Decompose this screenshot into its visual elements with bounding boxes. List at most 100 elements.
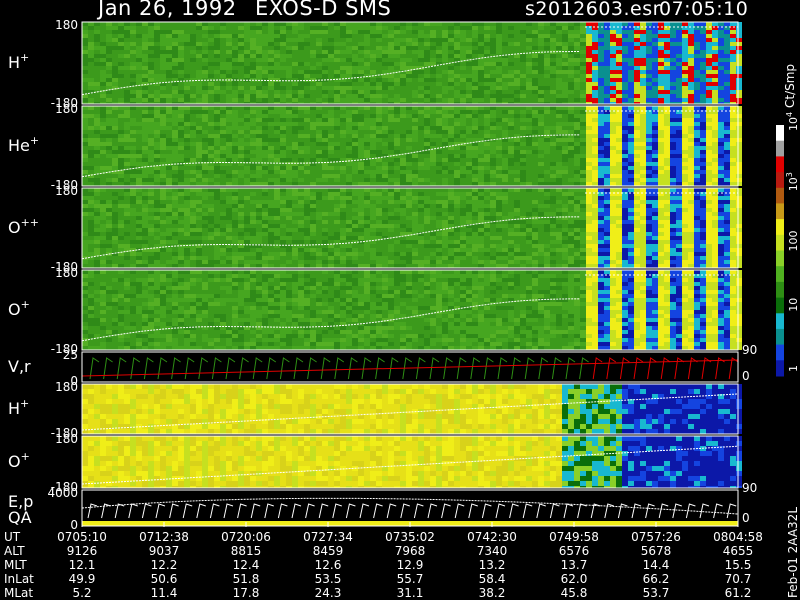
ephemeris-row-label: ALT xyxy=(4,544,25,558)
panel-label: V,r xyxy=(8,357,31,376)
ephemeris-cell: 38.2 xyxy=(478,586,506,600)
panel-label-sup: ++ xyxy=(21,216,39,229)
ephemeris-cell: 0804:58 xyxy=(713,530,763,544)
ephemeris-row-label: InLat xyxy=(4,572,34,586)
ephemeris-table: UT 0705:10 0712:38 0720:06 0727:34 0735:02 074… xyxy=(0,528,800,600)
y-tick-label: -180 xyxy=(51,480,78,494)
ephemeris-cell: 24.3 xyxy=(314,586,342,600)
ephemeris-row-ut: UT 0705:10 0712:38 0720:06 0727:34 0735:02 074… xyxy=(0,530,800,544)
ephemeris-cell: 0712:38 xyxy=(139,530,189,544)
header-time: 07:05:10 xyxy=(659,0,749,20)
y-tick-label: 0 xyxy=(70,374,78,388)
ephemeris-row-inlat: InLat 49.9 50.6 51.8 53.5 55.7 58.4 62.0 66.2 70.… xyxy=(0,572,800,586)
ephemeris-cell: 58.4 xyxy=(478,572,506,586)
ephemeris-cell: 5678 xyxy=(640,544,672,558)
panel-label-sup: + xyxy=(30,134,39,147)
colorbar-swatch xyxy=(776,281,784,299)
y-tick-label: 180 xyxy=(55,380,78,394)
panel-label-2: QA xyxy=(8,508,32,527)
ephemeris-cell: 0742:30 xyxy=(467,530,517,544)
ephemeris-cell: 8459 xyxy=(312,544,344,558)
colorbar-swatch xyxy=(776,156,784,173)
ephemeris-cell: 14.4 xyxy=(642,558,670,572)
ephemeris-cell: 55.7 xyxy=(396,572,424,586)
ephemeris-cell: 0749:58 xyxy=(549,530,599,544)
ephemeris-cell: 7340 xyxy=(476,544,508,558)
ephemeris-cell: 11.4 xyxy=(150,586,178,600)
ephemeris-row-mlat: MLat 5.2 11.4 17.8 24.3 31.1 38.2 45.8 53.7 61.2 xyxy=(0,586,800,600)
right-tick-label: 90 xyxy=(742,481,757,495)
panel-frame xyxy=(81,187,739,269)
ephemeris-cell: 13.7 xyxy=(560,558,588,572)
ephemeris-cell: 31.1 xyxy=(396,586,424,600)
panel-label: E,p xyxy=(8,492,33,511)
colorbar-swatch xyxy=(776,203,784,220)
ephemeris-cell: 17.8 xyxy=(232,586,260,600)
colorbar-swatch xyxy=(776,313,784,330)
ephemeris-cell: 45.8 xyxy=(560,586,588,600)
ephemeris-cell: 4655 xyxy=(722,544,754,558)
panel-frame xyxy=(81,435,739,489)
y-tick-label: 25 xyxy=(63,348,78,362)
header-file: s2012603.esr xyxy=(525,0,661,20)
ephemeris-cell: 0720:06 xyxy=(221,530,271,544)
ephemeris-cell: 51.8 xyxy=(232,572,260,586)
ephemeris-cell: 53.5 xyxy=(314,572,342,586)
colorbar-swatch xyxy=(776,219,784,236)
panel-label: O+ xyxy=(8,450,30,471)
colorbar-swatch xyxy=(776,297,784,314)
y-tick-label: 180 xyxy=(55,184,78,198)
panel-label: H+ xyxy=(8,51,29,72)
colorbar-tick-label: 104 xyxy=(785,112,800,131)
panel-frame xyxy=(81,351,739,383)
y-tick-label: -180 xyxy=(51,342,78,356)
ephemeris-cell: 70.7 xyxy=(724,572,752,586)
ephemeris-cell: 66.2 xyxy=(642,572,670,586)
panel-label: He+ xyxy=(8,134,39,155)
header-instrument: EXOS-D SMS xyxy=(255,0,392,20)
ephemeris-cell: 5.2 xyxy=(72,586,92,600)
panel-label-sup: + xyxy=(21,450,30,463)
ephemeris-cell: 12.2 xyxy=(150,558,178,572)
colorbar-swatch xyxy=(776,234,784,251)
ephemeris-cell: 12.6 xyxy=(314,558,342,572)
ephemeris-cell: 61.2 xyxy=(724,586,752,600)
y-tick-label: -180 xyxy=(51,96,78,110)
ephemeris-row-alt: ALT 9126 9037 8815 8459 7968 7340 6576 5678 4655 xyxy=(0,544,800,558)
y-tick-label: 180 xyxy=(55,102,78,116)
ephemeris-cell: 12.1 xyxy=(68,558,96,572)
colorbar-tick-label: 100 xyxy=(787,231,800,252)
right-tick-label: 0 xyxy=(742,369,750,383)
y-tick-label: -180 xyxy=(51,426,78,440)
ephemeris-cell: 15.5 xyxy=(724,558,752,572)
colorbar-swatch xyxy=(776,250,784,267)
ephemeris-cell: 7968 xyxy=(394,544,426,558)
ephemeris-cell: 6576 xyxy=(558,544,590,558)
colorbar-swatch xyxy=(776,187,784,204)
panel-frame xyxy=(81,21,739,105)
ephemeris-cell: 13.2 xyxy=(478,558,506,572)
panel-label-sup: + xyxy=(20,51,29,64)
colorbar-swatch xyxy=(776,140,784,157)
ephemeris-cell: 8815 xyxy=(230,544,262,558)
ephemeris-cell: 0735:02 xyxy=(385,530,435,544)
ephemeris-cell: 50.6 xyxy=(150,572,178,586)
colorbar-swatch xyxy=(776,266,784,283)
y-tick-label: 180 xyxy=(55,18,78,32)
y-tick-label: -180 xyxy=(51,260,78,274)
ephemeris-cell: 9037 xyxy=(148,544,180,558)
colorbar-label: Ct/Smp xyxy=(783,63,797,108)
ephemeris-cell: 12.9 xyxy=(396,558,424,572)
ephemeris-cell: 0705:10 xyxy=(57,530,107,544)
right-tick-label: 90 xyxy=(742,343,757,357)
panel-h- xyxy=(81,21,742,105)
ephemeris-cell: 0757:26 xyxy=(631,530,681,544)
panel-frame xyxy=(81,105,739,187)
ephemeris-row-label: UT xyxy=(4,530,21,544)
ephemeris-cell: 9126 xyxy=(66,544,98,558)
ephemeris-cell: 49.9 xyxy=(68,572,96,586)
y-tick-label: -180 xyxy=(51,178,78,192)
colorbar-swatch xyxy=(776,360,784,377)
panel-label-sup: + xyxy=(21,298,30,311)
ephemeris-cell: 62.0 xyxy=(560,572,588,586)
